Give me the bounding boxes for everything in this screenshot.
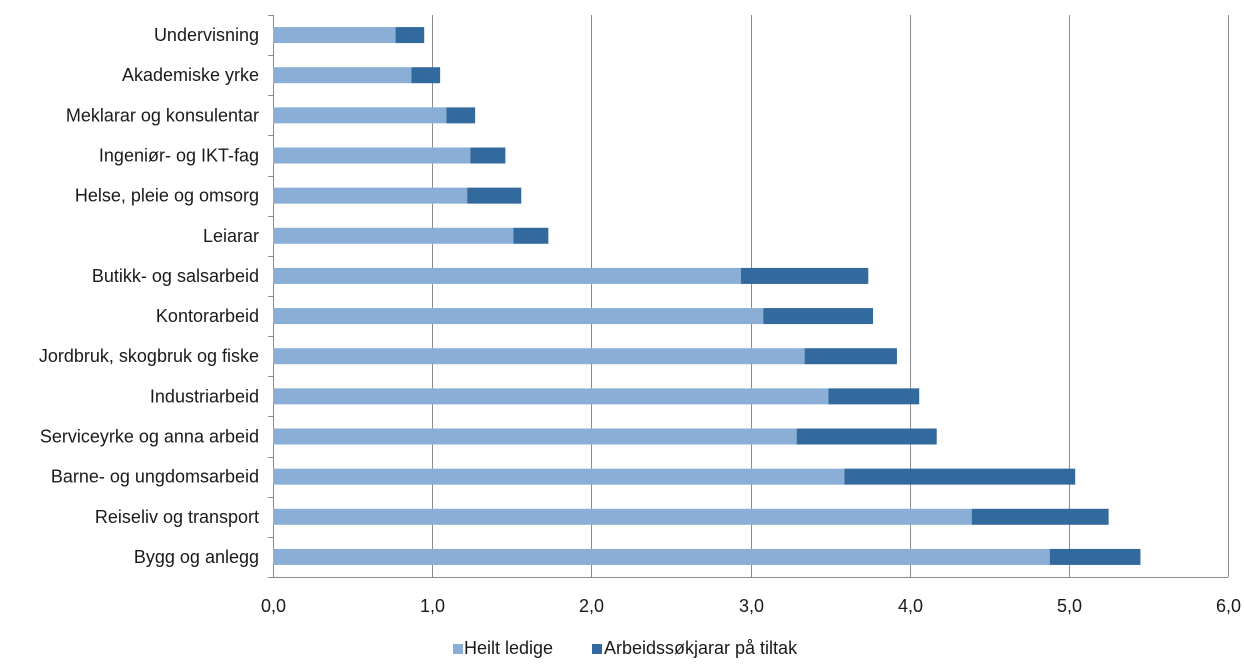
category-label: Butikk- og salsarbeid <box>92 266 259 286</box>
x-tick-label: 2,0 <box>579 596 604 616</box>
bar-heilt-ledige <box>273 548 1050 565</box>
bar-heilt-ledige <box>273 267 741 284</box>
legend-label-arbeidssokjarar-pa-tiltak: Arbeidssøkjarar på tiltak <box>604 638 798 658</box>
category-labels: Undervisning Akademiske yrke Meklarar og k… <box>39 25 259 567</box>
bar-heilt-ledige <box>273 107 447 124</box>
category-label: Meklarar og konsulentar <box>66 105 259 125</box>
category-label: Undervisning <box>154 25 259 45</box>
x-tick-label: 6,0 <box>1216 596 1241 616</box>
bar-heilt-ledige <box>273 308 764 325</box>
grid-layer <box>268 15 1229 578</box>
bar-arbeidssokjarar-pa-tiltak <box>411 67 441 84</box>
category-label: Industriarbeid <box>150 386 259 406</box>
category-label: Ingeniør- og IKT-fag <box>99 146 259 166</box>
legend-swatch-arbeidssokjarar-pa-tiltak <box>592 644 602 654</box>
bar-heilt-ledige <box>273 67 412 84</box>
category-label: Barne- og ungdomsarbeid <box>51 467 259 487</box>
category-label: Kontorarbeid <box>156 306 259 326</box>
bar-arbeidssokjarar-pa-tiltak <box>513 227 549 244</box>
bar-arbeidssokjarar-pa-tiltak <box>844 468 1076 485</box>
bar-heilt-ledige <box>273 147 471 164</box>
x-tick-labels: 0,0 1,0 2,0 3,0 4,0 5,0 6,0 <box>261 596 1241 616</box>
legend: Heilt ledige Arbeidssøkjarar på tiltak <box>453 638 798 658</box>
category-label: Bygg og anlegg <box>134 547 259 567</box>
bar-arbeidssokjarar-pa-tiltak <box>1049 548 1141 565</box>
bar-arbeidssokjarar-pa-tiltak <box>395 27 425 44</box>
bar-heilt-ledige <box>273 508 972 525</box>
bar-arbeidssokjarar-pa-tiltak <box>470 147 506 164</box>
bar-arbeidssokjarar-pa-tiltak <box>804 348 897 365</box>
bar-heilt-ledige <box>273 348 805 365</box>
bar-arbeidssokjarar-pa-tiltak <box>763 308 874 325</box>
bar-arbeidssokjarar-pa-tiltak <box>467 187 522 204</box>
x-tick-label: 5,0 <box>1057 596 1082 616</box>
x-tick-label: 1,0 <box>420 596 445 616</box>
category-label: Reiseliv og transport <box>95 507 259 527</box>
bar-arbeidssokjarar-pa-tiltak <box>446 107 476 124</box>
category-label: Akademiske yrke <box>122 65 259 85</box>
category-label: Serviceyrke og anna arbeid <box>40 427 259 447</box>
category-label: Helse, pleie og omsorg <box>75 186 259 206</box>
bar-arbeidssokjarar-pa-tiltak <box>828 388 920 405</box>
category-label: Jordbruk, skogbruk og fiske <box>39 346 259 366</box>
bar-arbeidssokjarar-pa-tiltak <box>796 428 937 445</box>
bar-heilt-ledige <box>273 27 396 44</box>
bar-heilt-ledige <box>273 227 514 244</box>
bar-arbeidssokjarar-pa-tiltak <box>971 508 1109 525</box>
bar-arbeidssokjarar-pa-tiltak <box>740 267 869 284</box>
bar-heilt-ledige <box>273 388 829 405</box>
x-tick-label: 0,0 <box>261 596 286 616</box>
legend-swatch-heilt-ledige <box>453 644 463 654</box>
legend-label-heilt-ledige: Heilt ledige <box>464 638 553 658</box>
category-label: Leiarar <box>203 226 259 246</box>
bar-heilt-ledige <box>273 468 845 485</box>
x-tick-label: 4,0 <box>898 596 923 616</box>
bar-heilt-ledige <box>273 187 468 204</box>
x-tick-label: 3,0 <box>739 596 764 616</box>
bar-layer <box>273 27 1141 565</box>
bar-heilt-ledige <box>273 428 797 445</box>
